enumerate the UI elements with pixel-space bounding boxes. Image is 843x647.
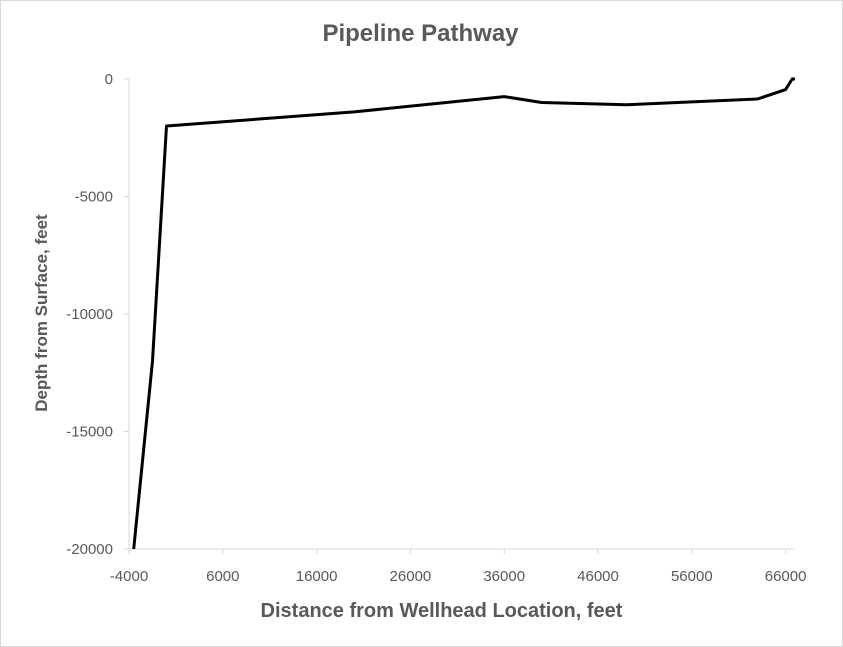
y-tick-label: -5000 bbox=[75, 189, 113, 206]
y-axis-label: Depth from Surface, feet bbox=[32, 214, 51, 412]
series-line-1 bbox=[132, 77, 795, 550]
y-tick-label: -20000 bbox=[66, 541, 113, 558]
x-tick-label: -4000 bbox=[110, 568, 148, 585]
series-layer bbox=[132, 77, 795, 550]
x-tick-label: 36000 bbox=[483, 568, 525, 585]
x-tick-label: 6000 bbox=[206, 568, 239, 585]
x-tick-label: 16000 bbox=[296, 568, 338, 585]
y-tick-label: -10000 bbox=[66, 306, 113, 323]
y-tick-label: -15000 bbox=[66, 424, 113, 441]
chart-title: Pipeline Pathway bbox=[322, 20, 519, 47]
x-tick-label: 56000 bbox=[671, 568, 713, 585]
x-axis: -4000 6000 16000 26000 36000 46000 56000 66000 bbox=[110, 548, 807, 585]
x-tick-label: 26000 bbox=[390, 568, 432, 585]
x-tick-label: 46000 bbox=[577, 568, 619, 585]
x-axis-label: Distance from Wellhead Location, feet bbox=[260, 600, 623, 622]
x-tick-label: 66000 bbox=[765, 568, 807, 585]
y-axis: 0 -5000 -10000 -15000 -20000 bbox=[66, 71, 130, 558]
y-tick-label: 0 bbox=[105, 71, 113, 88]
